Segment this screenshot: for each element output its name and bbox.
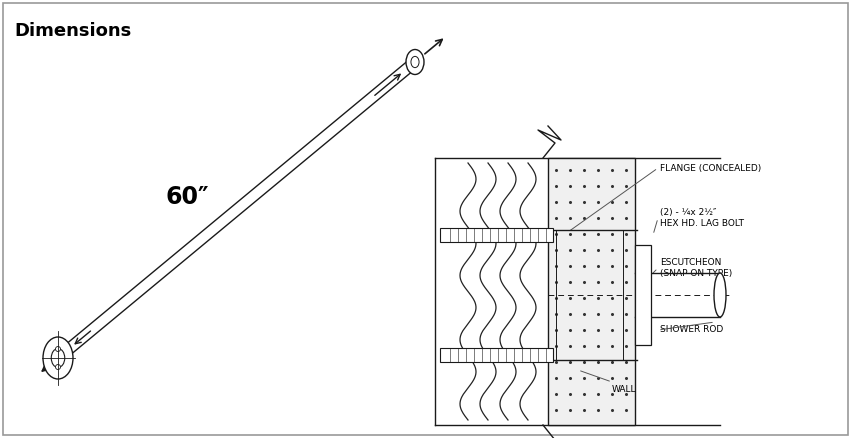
Ellipse shape xyxy=(411,57,419,67)
Text: WALL: WALL xyxy=(612,385,637,395)
Ellipse shape xyxy=(55,364,60,370)
Bar xyxy=(548,158,635,425)
Ellipse shape xyxy=(55,346,60,352)
Bar xyxy=(440,348,553,362)
Bar xyxy=(440,228,553,242)
Text: ESCUTCHEON
(SNAP ON TYPE): ESCUTCHEON (SNAP ON TYPE) xyxy=(660,258,732,278)
Text: SHOWER ROD: SHOWER ROD xyxy=(660,325,723,335)
Ellipse shape xyxy=(714,273,726,317)
Ellipse shape xyxy=(406,49,424,74)
Text: (2) - ¼x 2½″
HEX HD. LAG BOLT: (2) - ¼x 2½″ HEX HD. LAG BOLT xyxy=(660,208,744,228)
Bar xyxy=(635,245,651,345)
Ellipse shape xyxy=(51,349,65,367)
Ellipse shape xyxy=(43,337,73,379)
Text: 60″: 60″ xyxy=(166,185,209,209)
Text: FLANGE (CONCEALED): FLANGE (CONCEALED) xyxy=(660,163,762,173)
Text: Dimensions: Dimensions xyxy=(14,22,131,40)
